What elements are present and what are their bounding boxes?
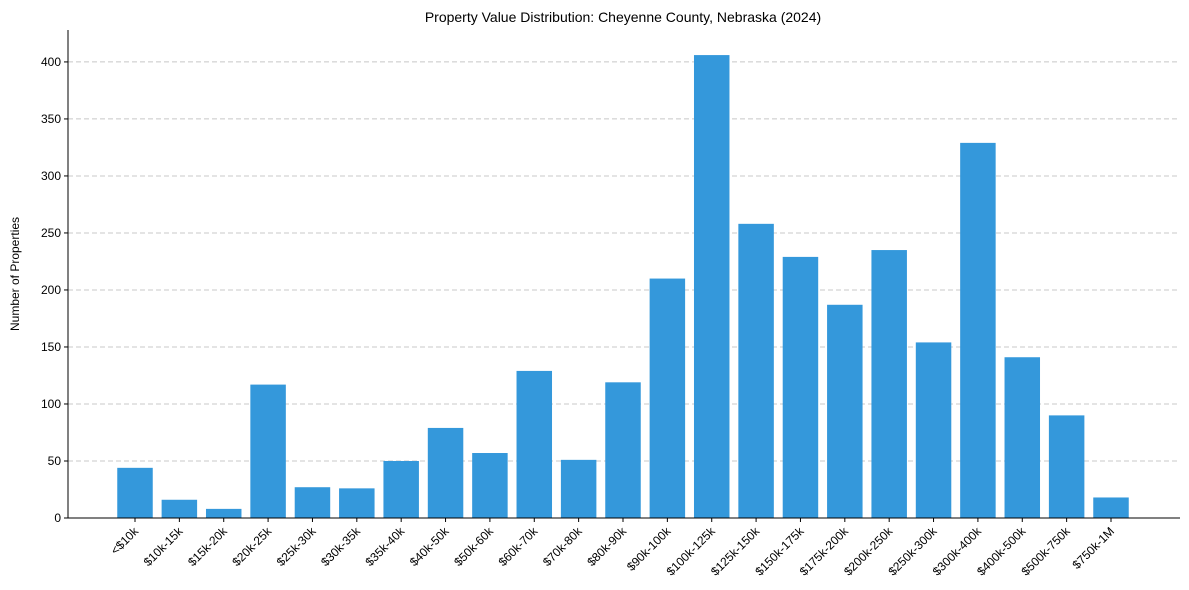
y-tick-label: 250	[41, 226, 61, 240]
x-tick-label: $500k-750k	[1019, 524, 1074, 579]
x-tick-label: $35k-40k	[362, 524, 408, 570]
bar	[915, 342, 952, 518]
y-tick-label: 350	[41, 112, 61, 126]
x-tick-label: $40k-50k	[407, 524, 453, 570]
bar	[871, 250, 907, 518]
bar	[427, 427, 464, 518]
bar	[693, 55, 730, 519]
bar	[827, 304, 863, 518]
x-tick-label: $80k-90k	[584, 524, 630, 570]
x-tick-label: $10k-15k	[141, 524, 187, 570]
bar	[472, 453, 508, 518]
x-tick-label: $15k-20k	[185, 524, 231, 570]
y-tick-label: 0	[54, 511, 61, 525]
bar	[516, 370, 553, 518]
bar	[738, 223, 774, 518]
y-tick-label: 300	[41, 169, 61, 183]
x-tick-label: $60k-70k	[496, 524, 542, 570]
y-tick-label: 400	[41, 55, 61, 69]
bar	[383, 460, 419, 518]
x-tick-label: $20k-25k	[229, 524, 275, 570]
bar	[649, 278, 686, 518]
x-axis: <$10k $10k-15k $15k-20k $20k-25k $25k-30k $30…	[108, 518, 1117, 578]
bar	[782, 256, 819, 518]
x-tick-label: $25k-30k	[274, 524, 320, 570]
bar	[560, 459, 597, 518]
bar	[294, 487, 331, 518]
bars	[117, 55, 1129, 519]
y-axis: 0 50 100 150 200 250 300 350 400	[41, 55, 68, 525]
y-tick-label: 150	[41, 340, 61, 354]
bar	[960, 142, 996, 518]
bar	[1004, 357, 1041, 518]
x-tick-label: $750k-1M	[1069, 524, 1117, 572]
chart-title: Property Value Distribution: Cheyenne Co…	[425, 9, 821, 25]
x-tick-label: $70k-80k	[540, 524, 586, 570]
bar	[1093, 497, 1129, 518]
bar	[1048, 415, 1085, 518]
x-tick-label: $50k-60k	[451, 524, 497, 570]
y-tick-label: 200	[41, 283, 61, 297]
y-tick-label: 50	[48, 454, 62, 468]
bar	[117, 467, 153, 518]
y-tick-label: 100	[41, 397, 61, 411]
bar	[339, 488, 375, 518]
bar	[161, 499, 198, 518]
y-axis-label: Number of Properties	[8, 217, 22, 331]
bar	[605, 382, 641, 518]
bar	[205, 508, 242, 518]
bar	[250, 384, 286, 518]
x-tick-label: $30k-35k	[318, 524, 364, 570]
x-tick-label: <$10k	[108, 524, 142, 558]
